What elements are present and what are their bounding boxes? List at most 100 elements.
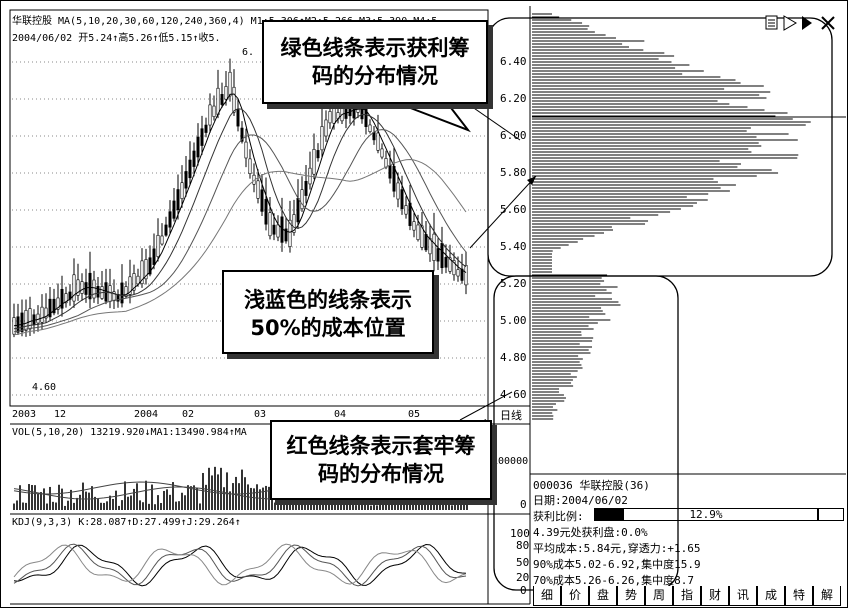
tab-8[interactable]: 成 [757, 586, 785, 606]
candle-body [48, 298, 52, 318]
kdj-lines [13, 543, 467, 587]
cost70-line: 70%成本5.26-6.26,集中度8.7 [533, 574, 694, 587]
candle-body [440, 242, 444, 269]
candle-body [248, 158, 252, 175]
candle-body [144, 259, 148, 280]
play-icon[interactable] [783, 15, 797, 31]
candle-body [444, 257, 448, 268]
stock-name: 000036 华联控股(36) [533, 479, 650, 492]
vol-axis-bottom: 0 [520, 498, 527, 511]
candle-body [200, 128, 204, 146]
candle-body [328, 111, 332, 124]
tab-2[interactable]: 盘 [589, 586, 617, 606]
candle-body [436, 248, 440, 262]
candle-body [368, 124, 372, 132]
date-tick: 2003 [12, 409, 37, 420]
candle-body [432, 233, 436, 261]
date-tick: 03 [254, 409, 267, 420]
candle-body [452, 260, 456, 276]
candle-body [156, 235, 160, 257]
profit-ratio-end [818, 508, 844, 521]
pointer-icon[interactable] [802, 16, 812, 30]
tab-7[interactable]: 讯 [729, 586, 757, 606]
profit-ratio-label: 获利比例: [533, 510, 584, 523]
candle-body [44, 307, 48, 319]
vol-axis-top: 100000 [492, 456, 529, 467]
candle-body [128, 276, 132, 295]
candle-body [316, 150, 320, 159]
chip-date: 日期:2004/06/02 [533, 494, 628, 507]
chip-distribution-bars [532, 13, 846, 420]
candle-body [192, 150, 196, 167]
candle-body [264, 199, 268, 225]
candle-body [52, 298, 56, 314]
tools-icon[interactable] [821, 16, 835, 30]
tab-9[interactable]: 特 [785, 586, 813, 606]
candle-body [116, 294, 120, 302]
kdj-axis-tick: 0 [520, 584, 527, 597]
ma-legend: 华联控股 MA(5,10,20,30,60,120,240,360,4) M1:… [12, 16, 438, 27]
kdj-axis-tick: 100 [510, 527, 530, 540]
candle-body [300, 189, 304, 210]
kdj-line [13, 543, 467, 586]
tab-0[interactable]: 细 [533, 586, 561, 606]
price-tick: 6.00 [500, 129, 527, 142]
price-tick: 5.40 [500, 240, 527, 253]
candle-body [460, 268, 464, 281]
tab-4[interactable]: 周 [645, 586, 673, 606]
profit-ratio-bar: 12.9% [594, 508, 818, 521]
tab-5[interactable]: 指 [673, 586, 701, 606]
candle-body [340, 101, 344, 122]
candle-body [40, 306, 44, 323]
candle-body [132, 273, 136, 291]
candle-body [140, 260, 144, 285]
candle-body [404, 205, 408, 215]
chip-toolbar [764, 14, 844, 32]
candle-body [424, 233, 428, 251]
candle-body [380, 148, 384, 158]
candle-body [412, 221, 416, 231]
kdj-axis-tick: 50 [516, 556, 530, 569]
candle-body [292, 214, 296, 233]
candle-body [136, 275, 140, 285]
candle-body [240, 127, 244, 142]
candle-body [168, 211, 172, 228]
tab-3[interactable]: 势 [617, 586, 645, 606]
price-tick: 4.80 [500, 351, 527, 364]
tab-1[interactable]: 价 [561, 586, 589, 606]
ma-line [13, 129, 467, 333]
ma-line [13, 108, 467, 330]
candle-body [220, 94, 224, 105]
kdj-legend: KDJ(9,3,3) K:28.087↑D:27.499↑J:29.264↑ [12, 517, 241, 528]
candle-body [148, 257, 152, 275]
candle-body [372, 132, 376, 141]
candle-body [196, 136, 200, 158]
candle-body [456, 269, 460, 277]
vol-legend: VOL(5,10,20) 13219.920↓MA1:13490.984↑MA [12, 427, 247, 438]
cost90-line: 90%成本5.02-6.92,集中度15.9 [533, 558, 701, 571]
candle-body [228, 71, 232, 97]
candle-body [296, 198, 300, 223]
tab-10[interactable]: 解 [813, 586, 841, 606]
candle-body [224, 86, 228, 100]
candle-body [256, 180, 260, 199]
candle-body [464, 265, 468, 286]
candle-body [420, 225, 424, 248]
day-period-label[interactable]: 日线 [500, 409, 522, 422]
document-icon[interactable] [765, 15, 778, 30]
green-callout-tail [399, 103, 471, 133]
candle-body [76, 279, 80, 296]
kdj-axis-tick: 20 [516, 571, 530, 584]
green-chip-callout: 绿色线条表示获利筹 码的分布情况 [262, 20, 488, 104]
price-tick: 5.20 [500, 277, 527, 290]
candle-body [24, 310, 28, 331]
candle-body [88, 272, 92, 300]
candle-body [120, 282, 124, 304]
candle-body [332, 104, 336, 124]
profit-ratio-value: 12.9% [689, 508, 723, 521]
candle-body [204, 124, 208, 133]
tab-6[interactable]: 财 [701, 586, 729, 606]
candle-body [396, 182, 400, 200]
price-tick: 5.60 [500, 203, 527, 216]
